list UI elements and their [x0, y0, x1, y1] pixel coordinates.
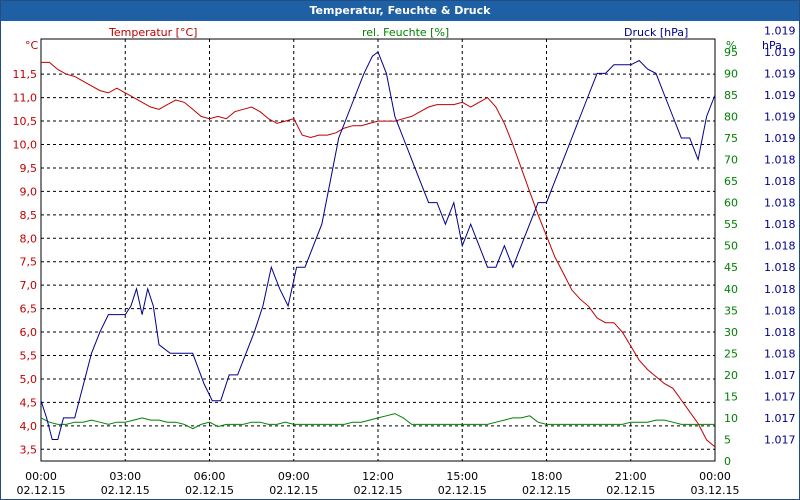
x-tick-date: 02.12.15 — [522, 484, 571, 497]
x-tick-date: 02.12.15 — [438, 484, 487, 497]
humidity-axis-label: rel. Feuchte [%] — [362, 26, 449, 39]
series-lines — [40, 51, 716, 448]
humidity-tick-label: 0 — [724, 455, 731, 468]
temperature-tick-label: 7,5 — [20, 256, 38, 269]
humidity-tick-label: 25 — [724, 347, 738, 360]
pressure-tick-label: 1.017 — [764, 433, 796, 446]
pressure-tick-label: 1.018 — [764, 218, 796, 231]
x-tick-date: 02.12.15 — [17, 484, 66, 497]
temperature-tick-label: 11,5 — [13, 68, 38, 81]
temperature-tick-label: 4,0 — [20, 420, 38, 433]
x-tick-time: 00:00 — [699, 470, 731, 483]
temperature-tick-label: 10,0 — [13, 139, 38, 152]
x-tick-time: 21:00 — [615, 470, 647, 483]
x-tick-date: 02.12.15 — [269, 484, 318, 497]
temperature-tick-label: 5,5 — [20, 350, 38, 363]
pressure-tick-label: 1.018 — [764, 175, 796, 188]
humidity-tick-label: 70 — [724, 154, 738, 167]
humidity-tick-label: 90 — [724, 67, 738, 80]
x-tick-time: 09:00 — [278, 470, 310, 483]
x-tick-time: 15:00 — [446, 470, 478, 483]
humidity-tick-label: 30 — [724, 326, 738, 339]
temperature-axis-label: Temperatur [°C] — [108, 26, 197, 39]
pressure-tick-label: 1.019 — [764, 111, 796, 124]
humidity-tick-label: 50 — [724, 240, 738, 253]
x-tick-date: 02.12.15 — [354, 484, 403, 497]
temperature-tick-label: 11,0 — [13, 92, 38, 105]
temperature-tick-label: 8,0 — [20, 232, 38, 245]
humidity-tick-label: 60 — [724, 197, 738, 210]
x-tick-time: 18:00 — [531, 470, 563, 483]
humidity-tick-label: 55 — [724, 218, 738, 231]
humidity-tick-label: 75 — [724, 132, 738, 145]
humidity-tick-label: 5 — [724, 433, 731, 446]
pressure-tick-label: 1.019 — [764, 67, 796, 80]
pressure-tick-label: 1.018 — [764, 304, 796, 317]
humidity-tick-label: 65 — [724, 175, 738, 188]
humidity-tick-label: 45 — [724, 261, 738, 274]
x-tick-time: 00:00 — [25, 470, 57, 483]
pressure-tick-label: 1.018 — [764, 326, 796, 339]
temperature-tick-label: 5,0 — [20, 373, 38, 386]
x-tick-time: 12:00 — [362, 470, 394, 483]
pressure-tick-label: 1.019 — [764, 132, 796, 145]
humidity-tick-label: 80 — [724, 111, 738, 124]
pressure-axis-label: Druck [hPa] — [624, 26, 688, 39]
humidity-tick-label: 15 — [724, 390, 738, 403]
humidity-unit: % — [726, 39, 736, 52]
pressure-tick-label: 1.019 — [764, 46, 796, 59]
humidity-tick-label: 95 — [724, 46, 738, 59]
title-bar: Temperatur, Feuchte & Druck — [1, 1, 799, 21]
plot-border — [40, 38, 716, 462]
humidity-tick-label: 20 — [724, 369, 738, 382]
temperature-tick-label: 10,5 — [13, 115, 38, 128]
temperature-tick-label: 8,5 — [20, 209, 38, 222]
chart-title: Temperatur, Feuchte & Druck — [309, 4, 491, 17]
temperature-tick-label: 4,5 — [20, 396, 38, 409]
humidity-tick-label: 85 — [724, 89, 738, 102]
humidity-tick-label: 35 — [724, 304, 738, 317]
pressure-tick-label: 1.017 — [764, 412, 796, 425]
pressure-series-line — [40, 51, 716, 440]
pressure-tick-label: 1.018 — [764, 283, 796, 296]
x-tick-date: 02.12.15 — [606, 484, 655, 497]
temperature-tick-label: 9,0 — [20, 185, 38, 198]
temperature-tick-label: 6,0 — [20, 326, 38, 339]
humidity-series-line — [40, 413, 715, 430]
pressure-unit: hPa — [762, 39, 782, 52]
x-tick-time: 03:00 — [109, 470, 141, 483]
pressure-tick-label: 1.018 — [764, 240, 796, 253]
temperature-tick-label: 6,5 — [20, 303, 38, 316]
temperature-tick-label: 7,0 — [20, 279, 38, 292]
tick-labels: 3,5 4,0 4,5 5,0 5,5 6,0 6,5 7,0 7,5 8,0 8,5 9,0 9,5 1… — [13, 24, 796, 497]
temperature-tick-label: 9,5 — [20, 162, 38, 175]
humidity-tick-label: 10 — [724, 412, 738, 425]
pressure-tick-label: 1.017 — [764, 369, 796, 382]
pressure-tick-label: 1.018 — [764, 261, 796, 274]
temperature-unit: °C — [25, 39, 39, 52]
pressure-tick-label: 1.019 — [764, 24, 796, 37]
x-tick-date: 02.12.15 — [185, 484, 234, 497]
x-tick-date: 02.12.15 — [101, 484, 150, 497]
pressure-tick-label: 1.018 — [764, 197, 796, 210]
x-tick-date: 03.12.15 — [691, 484, 740, 497]
pressure-tick-label: 1.018 — [764, 347, 796, 360]
x-tick-time: 06:00 — [194, 470, 226, 483]
pressure-tick-label: 1.018 — [764, 154, 796, 167]
pressure-tick-label: 1.019 — [764, 89, 796, 102]
temperature-series-line — [41, 61, 716, 448]
pressure-tick-label: 1.017 — [764, 390, 796, 403]
humidity-tick-label: 40 — [724, 283, 738, 296]
temperature-tick-label: 3,5 — [20, 443, 38, 456]
